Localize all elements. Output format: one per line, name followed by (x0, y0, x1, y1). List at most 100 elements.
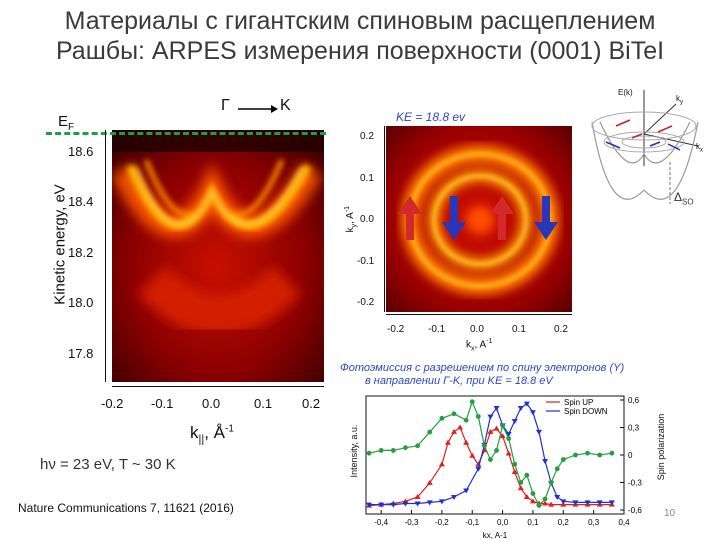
cec-x-tick: -0.1 (428, 324, 446, 335)
series-point (378, 502, 385, 508)
series-point (573, 452, 578, 458)
y2-tick-label: -0,3 (628, 479, 642, 488)
spin-arrow-up-icon (490, 196, 514, 240)
kx-axis-label: kx (696, 142, 703, 154)
series-point (523, 493, 530, 499)
series-point (415, 443, 420, 449)
arpes-x-tick: -0.2 (101, 396, 124, 411)
y2-tick-label: -0,6 (628, 506, 642, 515)
y2-tick-label: 0 (628, 451, 633, 460)
series-point (414, 501, 421, 507)
series-point (596, 500, 603, 506)
y2-tick-label: 0,3 (628, 424, 640, 433)
series-point (560, 499, 567, 505)
cec-panel: KE = 18.8 ev 0.2 0.1 0.0 -0.1 -0.2 ky, A… (330, 100, 590, 360)
slide-title-line2: Рашбы: ARPES измерения поверхности (0001… (55, 37, 665, 65)
series-point (548, 501, 555, 507)
arpes-y-tick: 17.8 (68, 346, 94, 361)
y2-tick-label: 0,6 (628, 396, 640, 405)
page-number: 10 (664, 508, 676, 519)
x-tick-label: -0,4 (374, 518, 388, 527)
series-point (414, 493, 421, 499)
series-point (512, 461, 518, 467)
x-tick-label: -0,3 (405, 518, 419, 527)
series-point (506, 436, 512, 441)
cec-x-axis (386, 314, 572, 315)
series-point (584, 500, 591, 506)
cec-y-tick: -0.1 (357, 256, 375, 267)
arpes-x-axis (112, 386, 324, 387)
series-point (554, 466, 560, 472)
spin-caption-line2: в направлении Г-K, при KE = 18.8 eV (365, 375, 553, 387)
series-point (523, 401, 530, 407)
series-point (542, 496, 548, 502)
spin-arrow-down-icon (534, 196, 558, 240)
series-point (518, 480, 524, 485)
series-point (560, 457, 566, 462)
rashba-schematic: E(k) ky kx ΔSO (580, 86, 710, 218)
cec-x-tick: -0.2 (387, 324, 405, 335)
series-point (487, 428, 494, 434)
series-point (438, 461, 445, 467)
rashba-cone-diagram (591, 90, 699, 204)
legend-entry: Spin DOWN (564, 407, 608, 416)
series-point (499, 433, 506, 439)
series-point (572, 500, 579, 506)
series-point (548, 480, 554, 485)
spin-chart-svg: -0,4 -0,3 -0,2 -0,1 0,0 0,1 0,2 0,3 0,4 0,6 0,3 0 -0… (365, 395, 642, 540)
arpes-y-tick: 18.6 (68, 144, 94, 159)
arpes-y-tick: 18.2 (68, 245, 94, 260)
series-point (439, 415, 445, 421)
direction-arrow (238, 105, 278, 113)
cec-x-axis-label: kx, A-1 (466, 338, 493, 353)
series-point (517, 485, 524, 491)
series-point (481, 443, 487, 449)
series-point (457, 424, 464, 430)
series-point (469, 452, 476, 458)
series-point (542, 459, 549, 465)
series-point (529, 498, 536, 504)
series-point (488, 457, 493, 462)
arpes-x-tick: 0.2 (302, 396, 321, 411)
series-point (542, 500, 549, 506)
series-point (463, 439, 470, 445)
cec-y-tick: 0.1 (360, 173, 374, 184)
energy-axis-label: E(k) (618, 88, 633, 97)
series-point (463, 488, 470, 494)
cec-y-tick: -0.2 (357, 297, 375, 308)
spin-arrow-down-icon (442, 196, 466, 240)
series-point (554, 494, 561, 500)
series-point (444, 439, 451, 445)
series-point (585, 450, 590, 456)
series-point (427, 429, 433, 435)
slide-title: Материалы с гигантским спиновым расщепле… (0, 6, 720, 66)
series-point (390, 502, 397, 508)
series-point (511, 469, 518, 475)
series-point (493, 405, 500, 411)
fermi-level-label: EF (58, 113, 75, 133)
series-point (463, 417, 469, 423)
spin-polarization-axis-label: Spin polarization (656, 413, 666, 481)
series-point (451, 494, 458, 500)
cec-x-tick: 0.0 (470, 324, 484, 335)
x-tick-label: 0,1 (527, 518, 539, 527)
x-tick-label: -0,1 (465, 518, 479, 527)
series-point (451, 411, 457, 417)
series-point (426, 479, 433, 485)
series-point (438, 499, 445, 505)
x-tick-label: 0,4 (618, 518, 630, 527)
arpes-y-tick: 18.0 (68, 295, 94, 310)
series-line (368, 426, 612, 507)
x-tick-label: 0,3 (588, 518, 600, 527)
series-point (494, 448, 499, 453)
arpes-panel: EF Γ K Kinetic energy, eV 18.6 18.4 18.2… (0, 0, 340, 480)
series-line (369, 402, 612, 506)
series-point (475, 414, 481, 419)
series-point (469, 399, 475, 405)
arpes-y-tick: 18.4 (68, 194, 94, 209)
spin-orbit-splitting-label: ΔSO (674, 190, 694, 207)
cec-x-tick: 0.2 (554, 324, 568, 335)
x-tick-label: -0,2 (435, 518, 449, 527)
series-point (524, 472, 530, 478)
cec-x-tick: 0.1 (512, 324, 526, 335)
